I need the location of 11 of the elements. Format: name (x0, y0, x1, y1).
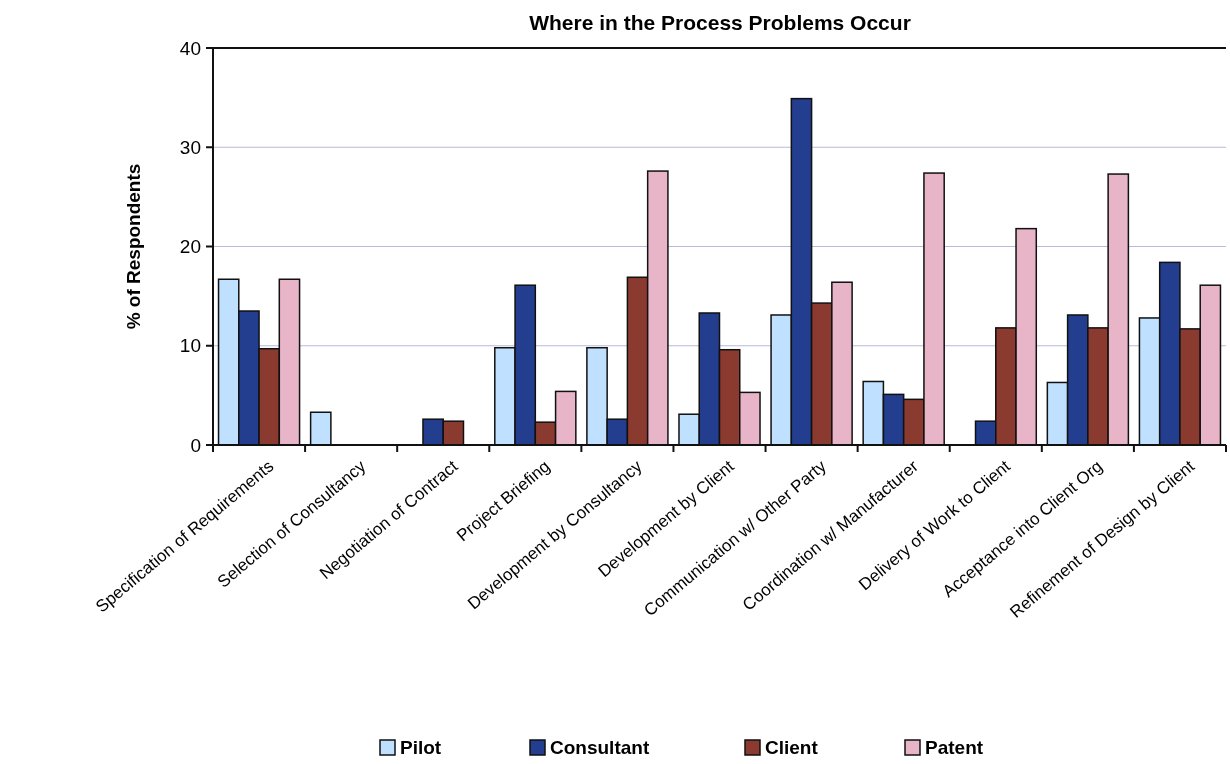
y-axis-title: % of Respondents (123, 163, 144, 330)
y-tick-label: 0 (190, 434, 201, 456)
legend-label: Pilot (400, 737, 442, 758)
y-tick-label: 30 (179, 136, 201, 158)
legend-label: Consultant (550, 737, 650, 758)
legend-label: Patent (925, 737, 984, 758)
y-tick-label: 40 (179, 37, 201, 59)
y-tick-label: 10 (179, 335, 201, 357)
chart-title: Where in the Process Problems Occur (529, 11, 911, 34)
y-tick-label: 20 (179, 236, 201, 258)
legend-label: Client (765, 737, 819, 758)
